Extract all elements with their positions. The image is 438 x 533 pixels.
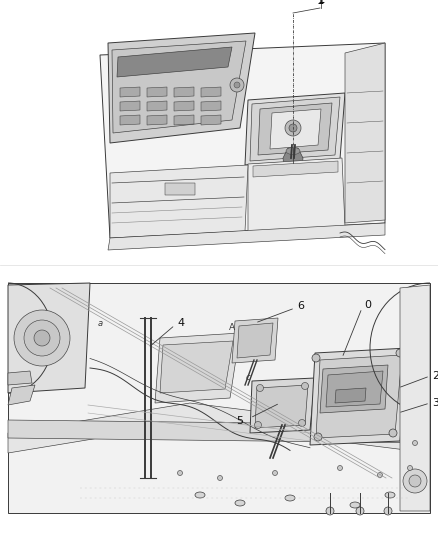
Polygon shape	[8, 283, 430, 513]
Polygon shape	[201, 101, 221, 111]
Text: A: A	[229, 324, 235, 333]
Circle shape	[218, 475, 223, 481]
Polygon shape	[147, 87, 167, 97]
Ellipse shape	[346, 152, 384, 174]
Circle shape	[230, 78, 244, 92]
Polygon shape	[8, 371, 32, 385]
Circle shape	[384, 507, 392, 515]
Polygon shape	[201, 87, 221, 97]
Circle shape	[413, 440, 417, 446]
Circle shape	[34, 330, 50, 346]
Circle shape	[289, 124, 297, 132]
Text: 1: 1	[317, 0, 325, 6]
Polygon shape	[108, 223, 385, 250]
Circle shape	[272, 471, 278, 475]
Ellipse shape	[235, 500, 245, 506]
Circle shape	[299, 419, 305, 426]
Text: 1: 1	[316, 0, 324, 7]
Circle shape	[378, 472, 382, 478]
Polygon shape	[270, 109, 321, 149]
Polygon shape	[8, 283, 90, 393]
Circle shape	[389, 429, 397, 437]
Polygon shape	[316, 355, 402, 438]
Ellipse shape	[353, 156, 377, 170]
Polygon shape	[326, 371, 383, 407]
Polygon shape	[120, 101, 140, 111]
Polygon shape	[155, 333, 240, 403]
Polygon shape	[120, 115, 140, 125]
Polygon shape	[160, 341, 233, 393]
Polygon shape	[174, 87, 194, 97]
Polygon shape	[237, 323, 273, 358]
Polygon shape	[174, 115, 194, 125]
Polygon shape	[255, 385, 308, 428]
Polygon shape	[201, 115, 221, 125]
Circle shape	[177, 471, 183, 475]
Circle shape	[403, 469, 427, 493]
Polygon shape	[283, 148, 303, 168]
Polygon shape	[110, 165, 248, 238]
Polygon shape	[117, 47, 232, 77]
Text: 6: 6	[297, 301, 304, 311]
Polygon shape	[100, 43, 385, 238]
Text: a: a	[97, 319, 102, 327]
Polygon shape	[108, 33, 255, 143]
Polygon shape	[335, 388, 366, 403]
Text: 0: 0	[364, 300, 371, 310]
Circle shape	[314, 433, 322, 441]
Text: 3: 3	[432, 398, 438, 408]
Text: 4: 4	[177, 318, 184, 328]
Circle shape	[396, 349, 404, 357]
Bar	[165, 183, 195, 195]
Polygon shape	[174, 101, 194, 111]
Ellipse shape	[385, 492, 395, 498]
Ellipse shape	[353, 186, 377, 200]
Polygon shape	[112, 41, 246, 133]
Circle shape	[234, 82, 240, 88]
Polygon shape	[400, 285, 430, 511]
Polygon shape	[250, 378, 315, 433]
Circle shape	[254, 422, 261, 429]
Polygon shape	[8, 385, 35, 405]
Circle shape	[407, 465, 413, 471]
Circle shape	[14, 310, 70, 366]
Polygon shape	[147, 115, 167, 125]
Circle shape	[409, 475, 421, 487]
Text: 2: 2	[432, 371, 438, 381]
Circle shape	[301, 383, 308, 390]
Polygon shape	[147, 101, 167, 111]
Polygon shape	[248, 158, 345, 233]
Ellipse shape	[285, 495, 295, 501]
Circle shape	[338, 465, 343, 471]
Circle shape	[285, 120, 301, 136]
Polygon shape	[320, 365, 388, 413]
Polygon shape	[245, 93, 345, 165]
Polygon shape	[120, 87, 140, 97]
Polygon shape	[253, 161, 338, 177]
Polygon shape	[8, 403, 430, 453]
Circle shape	[326, 507, 334, 515]
Polygon shape	[345, 43, 385, 223]
Circle shape	[24, 320, 60, 356]
Ellipse shape	[286, 148, 300, 155]
Ellipse shape	[195, 492, 205, 498]
Polygon shape	[232, 318, 278, 363]
Ellipse shape	[350, 502, 360, 508]
Text: 5: 5	[237, 416, 244, 426]
Polygon shape	[258, 103, 332, 155]
Ellipse shape	[346, 182, 384, 204]
Polygon shape	[8, 420, 430, 443]
Circle shape	[312, 354, 320, 362]
Text: c: c	[246, 374, 250, 383]
Polygon shape	[250, 97, 340, 161]
Circle shape	[257, 384, 264, 392]
Circle shape	[356, 507, 364, 515]
Polygon shape	[310, 348, 408, 445]
